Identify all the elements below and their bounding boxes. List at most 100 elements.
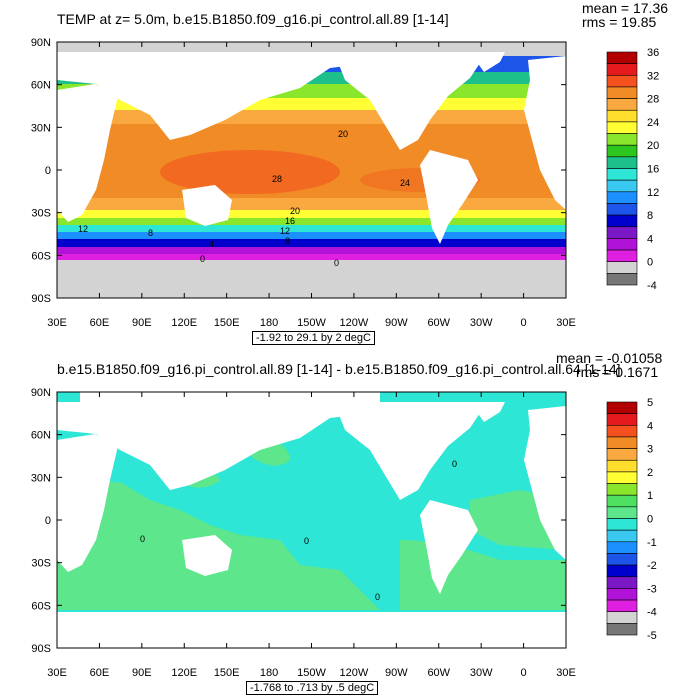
contour-label: 12: [78, 224, 88, 234]
colorbar-swatch: [606, 436, 638, 449]
colorbar-swatch: [606, 226, 638, 239]
x-tick-label: 90E: [132, 317, 152, 329]
colorbar-label: -5: [647, 630, 657, 642]
rms-stat: rms = 19.85: [582, 14, 657, 30]
colorbar-swatch: [606, 553, 638, 566]
colorbar-swatch: [606, 121, 638, 134]
y-tick-label: 30N: [31, 472, 51, 484]
panel-bottom: b.e15.B1850.f09_g16.pi_control.all.89 [1…: [0, 350, 700, 700]
contour-label: 8: [148, 228, 153, 238]
contour-label: 4: [209, 239, 214, 249]
colorbar-label: 32: [647, 70, 659, 82]
x-tick-label: 120W: [340, 317, 369, 329]
colorbar-swatch: [606, 273, 638, 286]
colorbar-swatch: [606, 86, 638, 99]
x-tick-label: 30E: [47, 667, 67, 679]
x-tick-label: 180: [260, 667, 278, 679]
map-field: [57, 42, 566, 298]
axes: 30E 60E 90E 120E 150E 180 150W 120W 90W 60W 30W 0 30…: [31, 387, 576, 679]
y-tick-label: 90N: [31, 37, 51, 49]
colorbar-swatch: [606, 133, 638, 146]
contour-label: 0: [304, 536, 309, 546]
y-tick-label: 60N: [31, 430, 51, 442]
colorbar: 36 32 28 24 20 16 12 8 4 0 -4: [606, 47, 659, 292]
colorbar-label: 16: [647, 164, 659, 176]
x-tick-label: 60W: [427, 667, 450, 679]
colorbar-swatch: [606, 156, 638, 169]
x-tick-label: 30E: [47, 317, 67, 329]
colorbar-swatch: [606, 179, 638, 193]
colorbar-label: 8: [647, 210, 653, 222]
y-tick-label: 0: [45, 515, 51, 527]
colorbar-label: -3: [647, 583, 657, 595]
colorbar-swatch: [606, 483, 638, 496]
range-label: -1.768 to .713 by .5 degC: [246, 681, 379, 695]
contour-label: 0: [375, 592, 380, 602]
x-tick-label: 60E: [90, 317, 110, 329]
axes: 30E 60E 90E 120E 150E 180 150W 120W 90W 60W 30W 0 30…: [31, 37, 576, 329]
colorbar-swatch: [606, 203, 638, 216]
x-tick-label: 90E: [132, 667, 152, 679]
contour-label: 0: [200, 254, 205, 264]
colorbar-swatch: [606, 168, 638, 181]
colorbar-swatch: [606, 249, 638, 263]
contour-label: 20: [338, 129, 348, 139]
chart-title: b.e15.B1850.f09_g16.pi_control.all.89 [1…: [57, 361, 621, 377]
x-tick-label: 30E: [556, 667, 576, 679]
chart-title: TEMP at z= 5.0m, b.e15.B1850.f09_g16.pi_…: [57, 11, 449, 27]
colorbar-swatch: [606, 214, 638, 228]
x-tick-label: 150W: [297, 317, 326, 329]
y-tick-label: 90N: [31, 387, 51, 399]
x-tick-label: 90W: [385, 667, 408, 679]
map-field: [57, 392, 566, 648]
colorbar-label: 0: [647, 257, 653, 269]
x-tick-label: 150E: [214, 317, 240, 329]
colorbar-swatch: [606, 238, 638, 251]
contour-label: 20: [290, 206, 300, 216]
colorbar-swatch: [606, 75, 638, 88]
mean-stat: mean = -0.01058: [556, 350, 663, 366]
colorbar-label: 4: [647, 420, 653, 432]
rms-stat: rms = 0.1671: [576, 364, 659, 380]
colorbar-swatch: [606, 599, 638, 613]
x-tick-label: 120E: [171, 317, 197, 329]
colorbar-swatch: [606, 191, 638, 204]
map-svg: 0 0 0 0 30E 60E 90E 120E 150E 180 150W 120W 90W 6…: [31, 387, 657, 679]
colorbar-swatch: [606, 529, 638, 543]
y-tick-label: 90S: [31, 293, 51, 305]
colorbar-label: 24: [647, 117, 659, 129]
colorbar-swatch: [606, 51, 638, 64]
y-tick-label: 0: [45, 165, 51, 177]
colorbar-swatch: [606, 413, 638, 426]
y-tick-label: 90S: [31, 643, 51, 655]
x-tick-label: 150E: [214, 667, 240, 679]
colorbar-label: 0: [647, 514, 653, 526]
colorbar-swatch: [606, 518, 638, 531]
colorbar-swatch: [606, 623, 638, 636]
mean-stat: mean = 17.36: [582, 0, 669, 16]
x-tick-label: 120W: [340, 667, 369, 679]
colorbar-swatch: [606, 109, 638, 123]
colorbar-label: -4: [647, 607, 657, 619]
x-tick-label: 60E: [90, 667, 110, 679]
x-tick-label: 60W: [427, 317, 450, 329]
colorbar-swatch: [606, 471, 638, 484]
colorbar-label: -1: [647, 537, 657, 549]
x-tick-label: 150W: [297, 667, 326, 679]
map-svg: 20 28 24 20 16 12 12 8 8 4 0 0 30E 60E 90E…: [31, 37, 659, 329]
x-tick-label: 180: [260, 317, 278, 329]
range-label: -1.92 to 29.1 by 2 degC: [252, 331, 375, 345]
y-tick-label: 30S: [31, 208, 51, 220]
colorbar-label: 12: [647, 187, 659, 199]
colorbar-swatch: [606, 401, 638, 414]
colorbar-label: 4: [647, 233, 653, 245]
colorbar-swatch: [606, 63, 638, 76]
contour-label: 24: [400, 178, 410, 188]
colorbar-label: 3: [647, 444, 653, 456]
y-tick-label: 30S: [31, 558, 51, 570]
colorbar-swatch: [606, 506, 638, 519]
colorbar-swatch: [606, 541, 638, 554]
contour-label: 0: [452, 459, 457, 469]
y-tick-label: 30N: [31, 122, 51, 134]
contour-label: 0: [140, 534, 145, 544]
